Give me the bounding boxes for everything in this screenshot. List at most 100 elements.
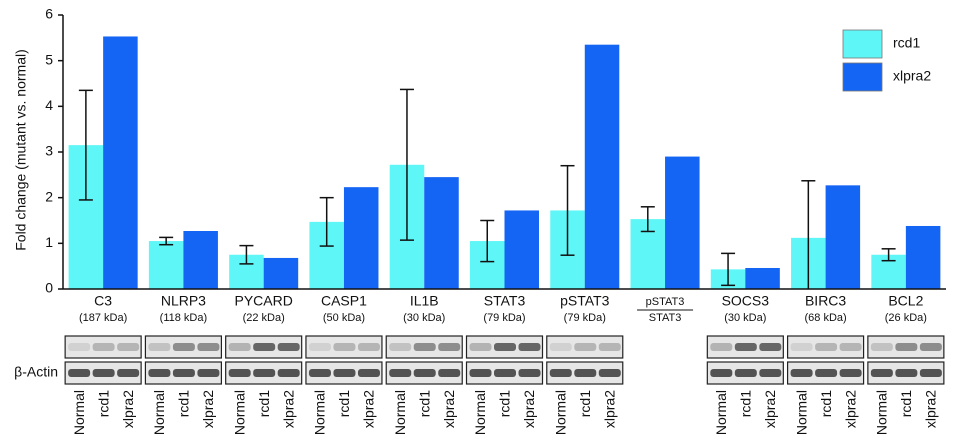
blot-band	[574, 369, 596, 377]
lane-label: rcd1	[176, 390, 192, 417]
x-tick-sublabel: (50 kDa)	[323, 312, 365, 324]
lane-label: rcd1	[738, 390, 754, 417]
chart: Fold change (mutant vs. normal) 0123456C…	[0, 0, 962, 446]
blot-band	[414, 343, 436, 351]
blot-band	[117, 343, 139, 351]
lane-label: xlpra2	[200, 390, 216, 428]
x-tick-sublabel: (26 kDa)	[885, 312, 927, 324]
blot-band	[93, 369, 115, 377]
blot-band	[173, 369, 195, 377]
x-tick-sublabel: (30 kDa)	[724, 312, 766, 324]
blot-band	[278, 343, 300, 351]
blot-band	[309, 343, 331, 351]
blot-band	[253, 343, 275, 351]
blot-band	[173, 343, 195, 351]
blot-band	[895, 343, 917, 351]
bar	[585, 45, 620, 289]
lane-label: rcd1	[336, 390, 352, 417]
blot-band	[148, 369, 170, 377]
x-tick-label: C3	[94, 293, 112, 309]
blot-band	[519, 343, 541, 351]
blot-band	[735, 369, 757, 377]
x-tick-sublabel: (187 kDa)	[79, 312, 127, 324]
x-tick-label: CASP1	[321, 293, 367, 309]
y-tick-label: 3	[45, 143, 53, 159]
bar	[149, 241, 184, 289]
blot-band	[470, 343, 492, 351]
lane-label: Normal	[552, 390, 568, 435]
blot-band	[791, 369, 813, 377]
x-tick-sublabel: (79 kDa)	[564, 312, 606, 324]
x-tick-sublabel: (22 kDa)	[243, 312, 285, 324]
bar	[344, 187, 379, 289]
blot-band	[253, 369, 275, 377]
blot-band	[519, 369, 541, 377]
y-axis-title: Fold change (mutant vs. normal)	[13, 49, 29, 251]
blot-band	[574, 343, 596, 351]
x-tick-label: BCL2	[888, 293, 923, 309]
bar	[745, 268, 780, 289]
blot-band	[494, 343, 516, 351]
bar	[505, 210, 540, 289]
lane-label: xlpra2	[842, 390, 858, 428]
bar	[424, 177, 459, 289]
lane-label: xlpra2	[762, 390, 778, 428]
bar	[264, 258, 299, 289]
blot-band	[550, 369, 572, 377]
lane-label: rcd1	[577, 390, 593, 417]
blot-band	[438, 369, 460, 377]
blot-band	[815, 343, 837, 351]
blot-band	[358, 369, 380, 377]
lane-label: rcd1	[898, 390, 914, 417]
blot-band	[309, 369, 331, 377]
lane-label: xlpra2	[361, 390, 377, 428]
blot-band	[791, 343, 813, 351]
lane-label: xlpra2	[441, 390, 457, 428]
blot-band	[197, 369, 219, 377]
bar	[906, 226, 941, 289]
lane-label: Normal	[71, 390, 87, 435]
x-tick-sublabel: (79 kDa)	[483, 312, 525, 324]
y-tick-label: 0	[45, 280, 53, 296]
blot-band	[871, 343, 893, 351]
lane-label: xlpra2	[521, 390, 537, 428]
lane-label: xlpra2	[120, 390, 136, 428]
lane-label: xlpra2	[280, 390, 296, 428]
legend-swatch	[843, 63, 882, 91]
blot-band	[710, 343, 732, 351]
x-tick-sublabel: (118 kDa)	[160, 312, 207, 324]
blot-band	[414, 369, 436, 377]
blot-band	[494, 369, 516, 377]
blot-band	[333, 369, 355, 377]
lane-label: rcd1	[818, 390, 834, 417]
x-tick-label: STAT3	[484, 293, 526, 309]
lane-label: xlpra2	[601, 390, 617, 428]
lane-label: Normal	[793, 390, 809, 435]
lane-label: Normal	[312, 390, 328, 435]
blot-band	[871, 369, 893, 377]
blot-band	[389, 369, 411, 377]
y-tick-label: 5	[45, 51, 53, 67]
x-tick-label: NLRP3	[161, 293, 206, 309]
y-tick-label: 6	[45, 6, 53, 22]
blot-band	[358, 343, 380, 351]
blot-band	[278, 369, 300, 377]
lane-label: Normal	[874, 390, 890, 435]
blot-band	[895, 369, 917, 377]
lane-label: Normal	[392, 390, 408, 435]
blot-row-label: β-Actin	[14, 364, 58, 380]
bar	[826, 185, 861, 289]
x-tick-label: pSTAT3	[646, 296, 685, 308]
blot-band	[333, 343, 355, 351]
x-tick-sublabel: (30 kDa)	[403, 312, 445, 324]
blot-band	[438, 343, 460, 351]
blot-band	[920, 369, 942, 377]
blot-band	[93, 343, 115, 351]
y-tick-label: 4	[45, 97, 53, 113]
blot-band	[470, 369, 492, 377]
blot-band	[229, 343, 251, 351]
blot-band	[815, 369, 837, 377]
bar	[183, 231, 218, 289]
blot-band	[148, 343, 170, 351]
lane-label: Normal	[231, 390, 247, 435]
